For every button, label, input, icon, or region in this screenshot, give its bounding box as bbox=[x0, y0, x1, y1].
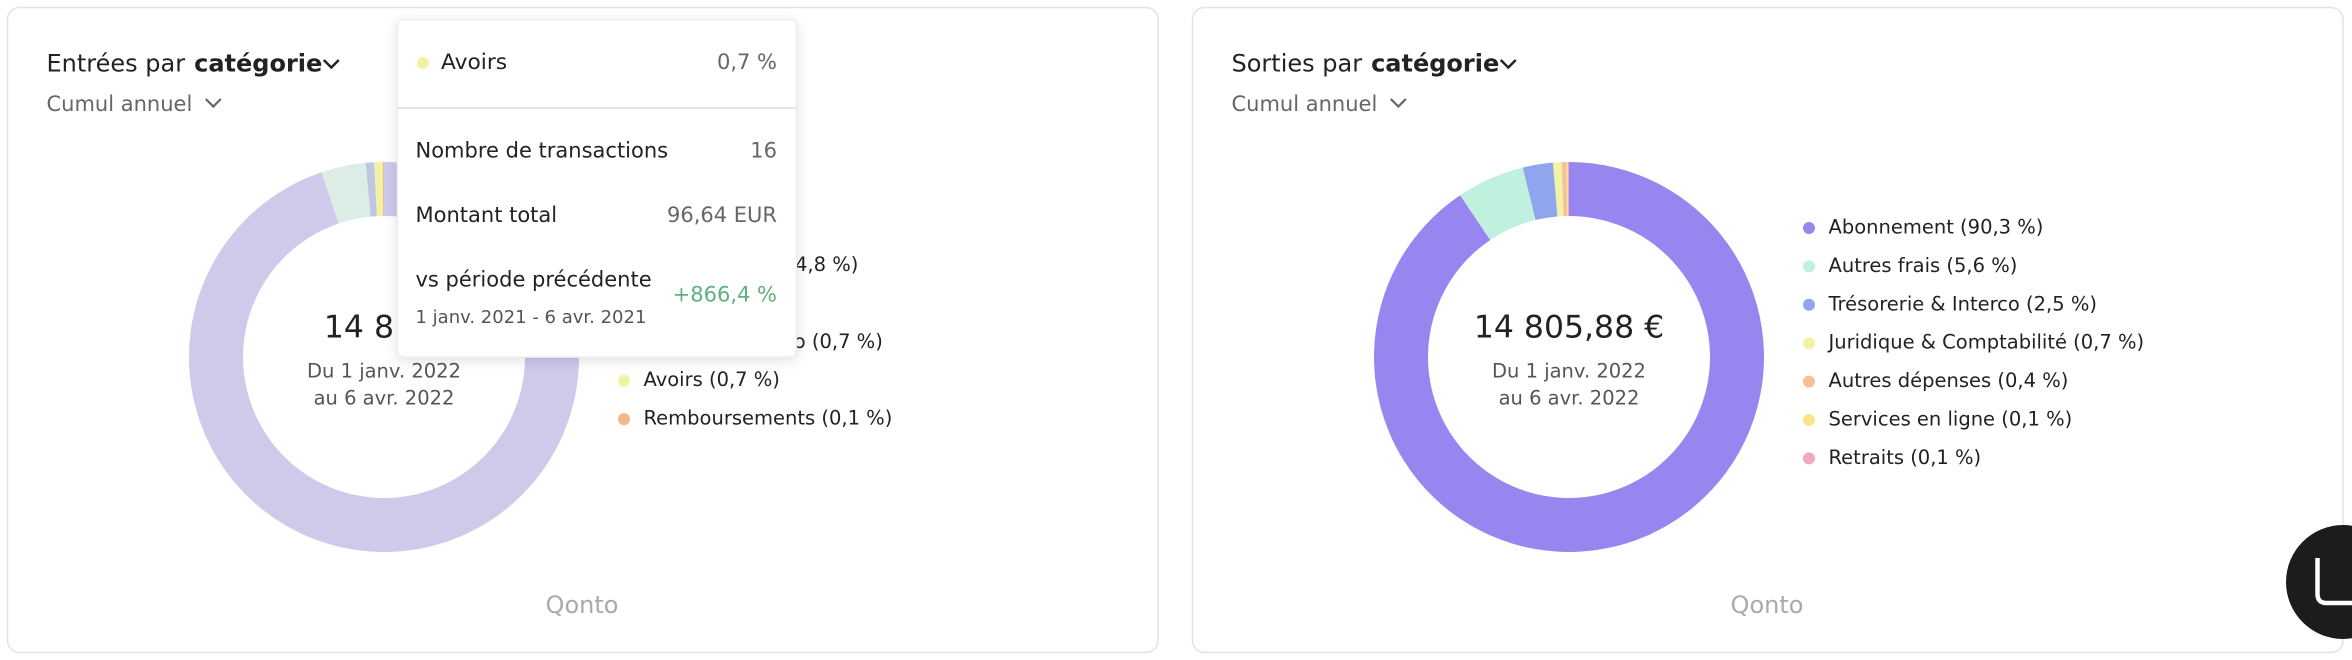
date-range: Du 1 janv. 2022 bbox=[307, 360, 461, 383]
legend-dot bbox=[1803, 298, 1815, 311]
subtitle[interactable]: Cumul annuel bbox=[47, 92, 193, 116]
chat-button[interactable] bbox=[2286, 525, 2352, 639]
tooltip-value: 96,64 EUR bbox=[667, 203, 777, 227]
tooltip-value: +866,4 % bbox=[673, 283, 777, 307]
donut-slice bbox=[1522, 162, 1558, 221]
legend-dot bbox=[1803, 260, 1815, 273]
title-text: Entrées par bbox=[47, 50, 186, 78]
footer-logo: Qonto bbox=[1731, 591, 1804, 619]
date-range: au 6 avr. 2022 bbox=[314, 387, 455, 410]
legend-label: Abonnement (90,3 %) bbox=[1829, 216, 2044, 239]
legend-dot bbox=[618, 374, 630, 387]
legend-dot bbox=[1803, 452, 1815, 465]
legend-dot bbox=[1803, 222, 1815, 234]
chart-title[interactable]: Entrées par catégorie bbox=[47, 50, 323, 78]
legend-label: Autres dépenses (0,4 %) bbox=[1829, 369, 2069, 392]
donut-slice bbox=[1553, 162, 1564, 217]
footer-logo: Qonto bbox=[546, 591, 619, 619]
legend-dot bbox=[1803, 337, 1815, 350]
legend-dot bbox=[1803, 414, 1815, 426]
dropdown-chevron bbox=[1390, 98, 1407, 109]
title-dropdown[interactable]: catégorie bbox=[1371, 50, 1499, 78]
donut-slice bbox=[365, 162, 377, 217]
tooltip-box bbox=[396, 18, 798, 358]
donut-slice bbox=[1566, 162, 1569, 217]
donut-slice bbox=[321, 162, 371, 224]
title-dropdown[interactable]: catégorie bbox=[194, 50, 322, 78]
legend-label: Avoirs (0,7 %) bbox=[644, 368, 780, 391]
subtitle[interactable]: Cumul annuel bbox=[1232, 92, 1378, 116]
dropdown-chevron bbox=[1499, 59, 1517, 70]
legend-label: Trésorerie & Interco (2,5 %) bbox=[1828, 292, 2098, 315]
tooltip-sublabel: 1 janv. 2021 - 6 avr. 2021 bbox=[416, 307, 647, 328]
tooltip-label: vs période précédente bbox=[416, 268, 652, 292]
donut-slice bbox=[374, 162, 384, 217]
legend-label: Services en ligne (0,1 %) bbox=[1829, 408, 2073, 431]
legend-label: co (0,7 %) bbox=[783, 330, 883, 353]
legend-label: 4,8 %) bbox=[795, 253, 858, 276]
legend-dot bbox=[618, 413, 630, 426]
legend-label: Juridique & Comptabilité (0,7 %) bbox=[1827, 331, 2145, 354]
tooltip-label: Nombre de transactions bbox=[416, 139, 669, 163]
legend-dot bbox=[1803, 375, 1815, 388]
dropdown-chevron bbox=[205, 98, 222, 109]
donut-slice bbox=[1561, 162, 1568, 217]
donut-slice bbox=[1460, 167, 1536, 241]
dropdown-chevron bbox=[322, 59, 340, 70]
title-text: Sorties par bbox=[1232, 50, 1363, 78]
tooltip-dot bbox=[417, 57, 429, 69]
tooltip-value: 16 bbox=[750, 139, 777, 163]
chart-title[interactable]: Sorties par catégorie bbox=[1232, 50, 1500, 78]
center-amount: 14 805,88 € bbox=[1474, 310, 1664, 346]
donut-slice bbox=[1567, 162, 1569, 217]
donut-slice bbox=[382, 162, 384, 217]
legend-label: Remboursements (0,1 %) bbox=[644, 407, 893, 430]
legend-label: Retraits (0,1 %) bbox=[1829, 446, 1982, 469]
tooltip-label: Montant total bbox=[416, 203, 558, 227]
date-range: au 6 avr. 2022 bbox=[1499, 387, 1640, 410]
chat-icon bbox=[2315, 558, 2352, 606]
tooltip: Avoirs 0,7 % Nombre de transactions 16 M… bbox=[396, 18, 798, 358]
legend-label: Autres frais (5,6 %) bbox=[1829, 254, 2018, 277]
tooltip-share: 0,7 % bbox=[717, 50, 777, 74]
tooltip-category: Avoirs bbox=[441, 50, 507, 75]
date-range: Du 1 janv. 2022 bbox=[1492, 360, 1646, 383]
